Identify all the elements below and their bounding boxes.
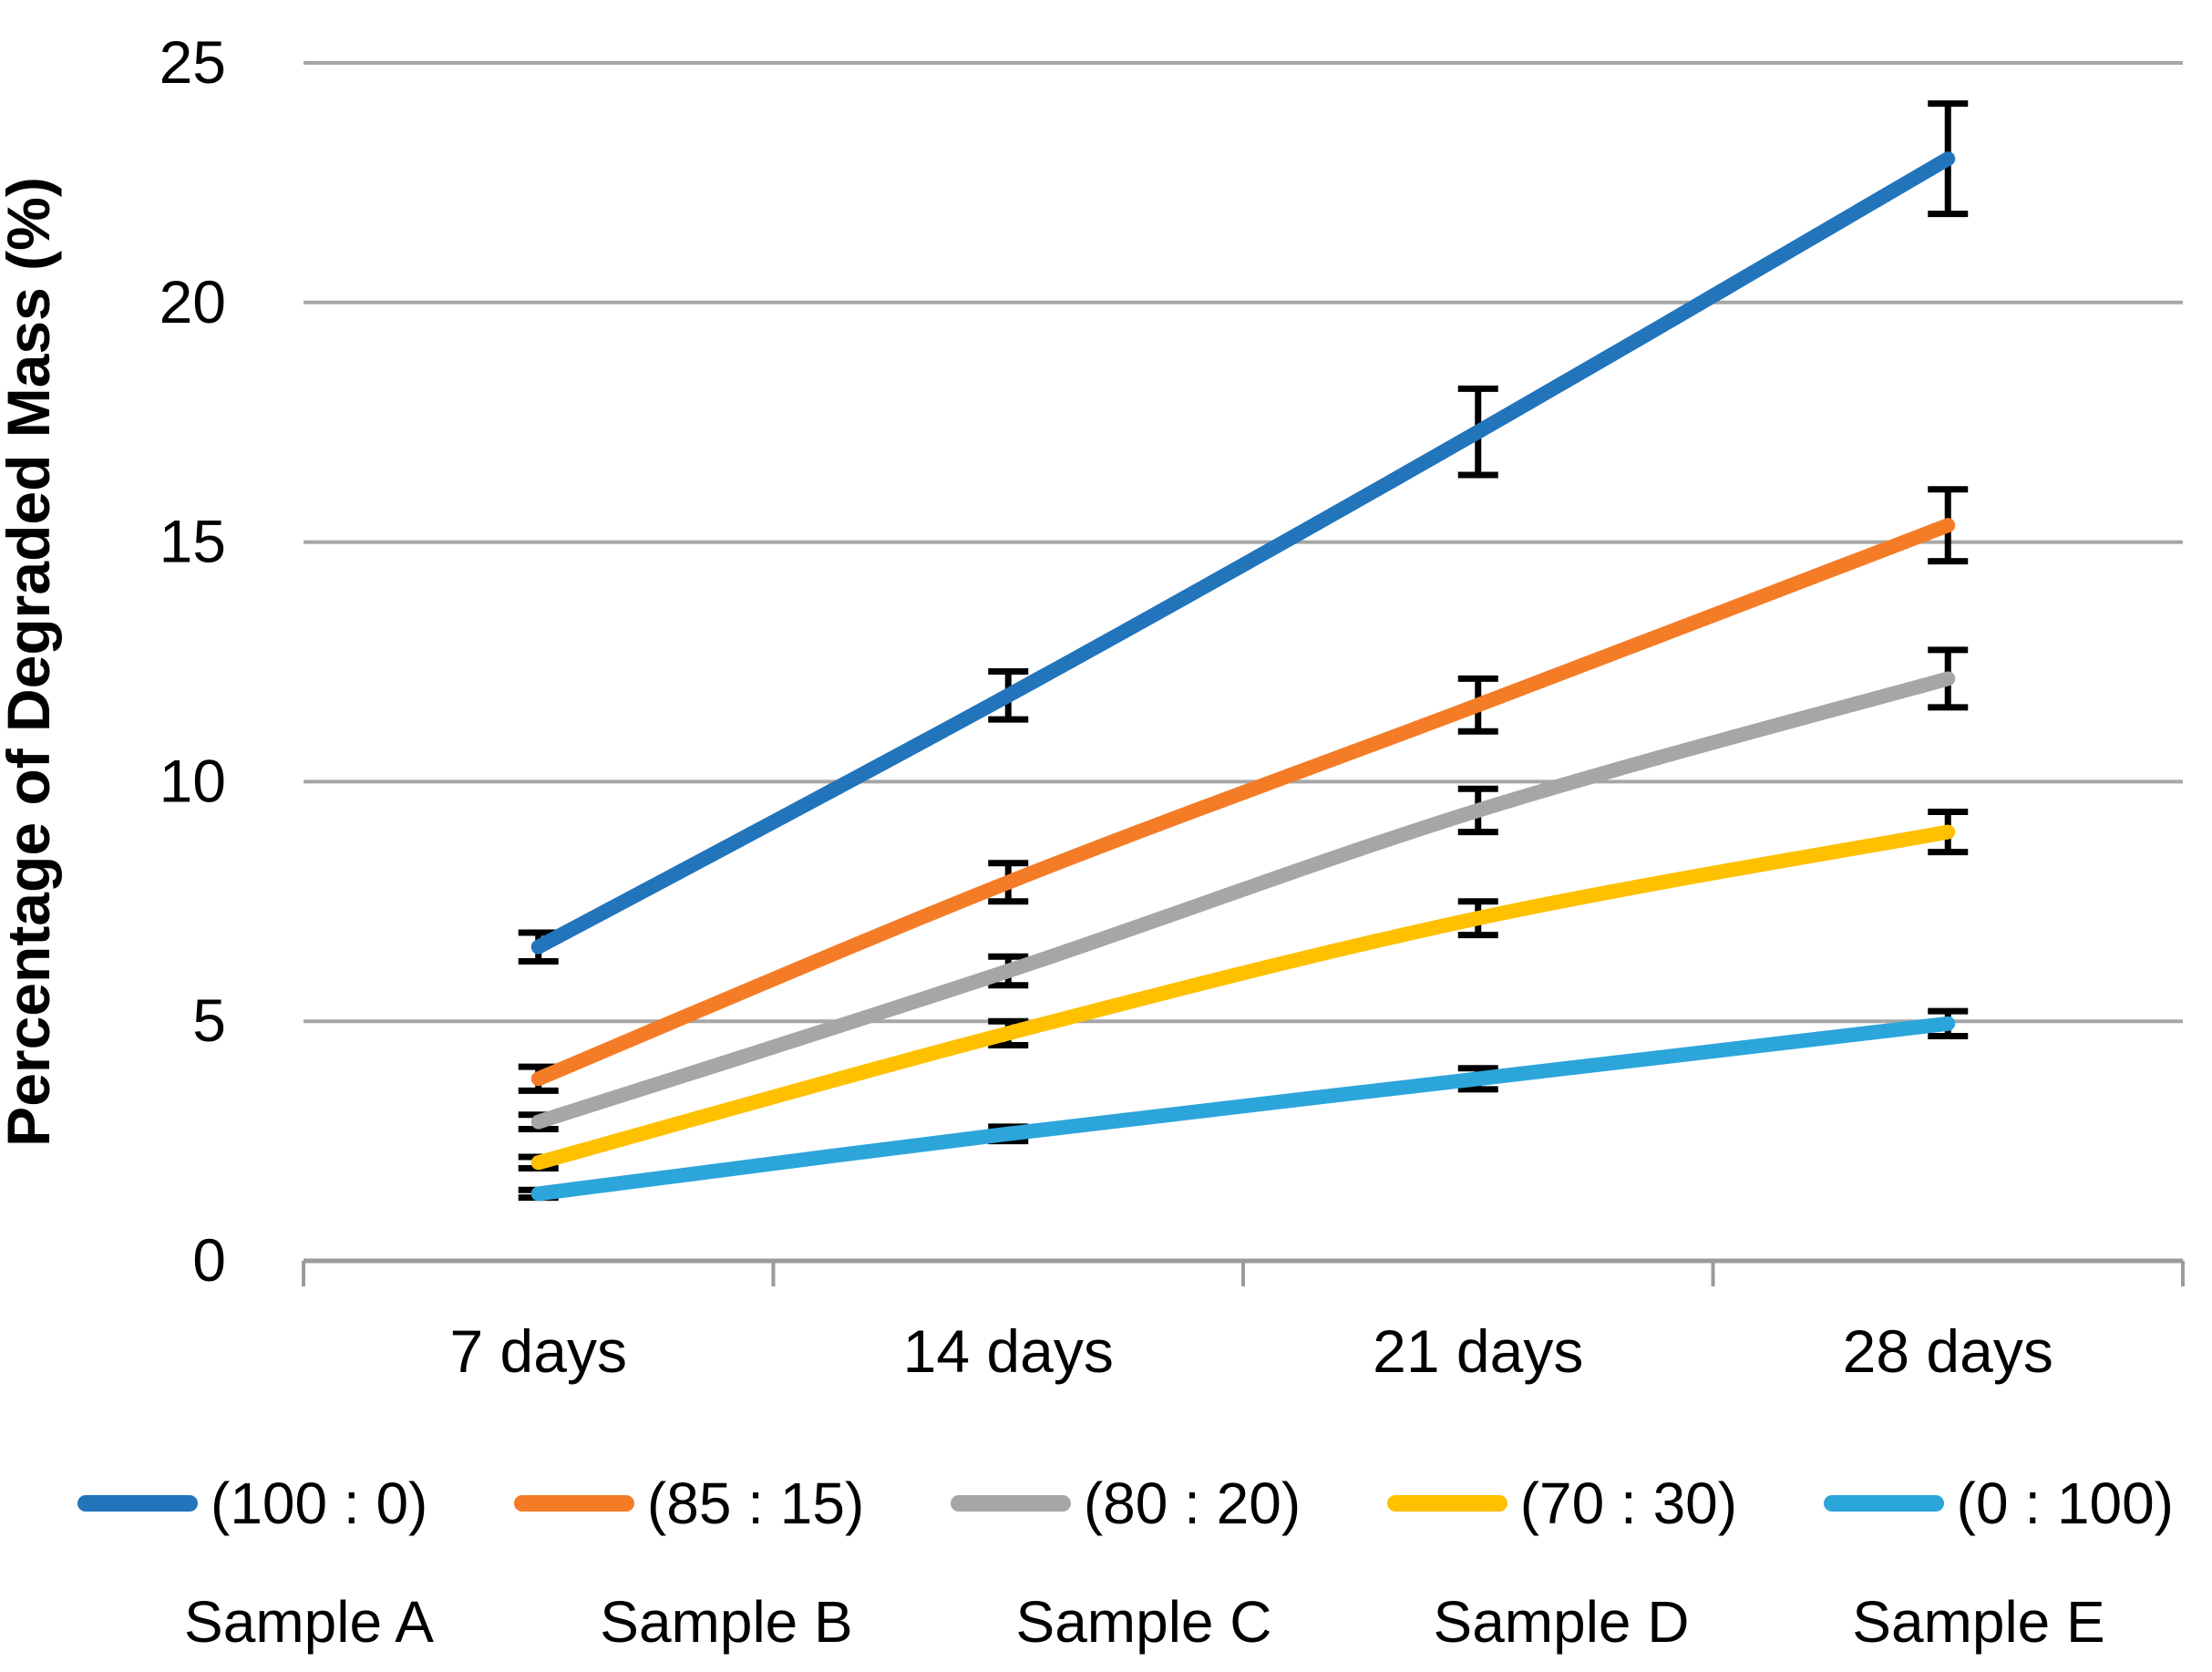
axes-group <box>302 1258 2185 1286</box>
legend-line-swatch <box>1823 1495 1944 1512</box>
series-lines-group <box>530 151 1956 1202</box>
legend-ratio-label: (0 : 100) <box>1956 1471 2174 1536</box>
legend-item: (80 : 20) <box>950 1470 1301 1537</box>
y-axis-title: Percentage of Degraded Mass (%) <box>0 177 62 1147</box>
legend-ratio-label: (80 : 20) <box>1083 1471 1301 1536</box>
legend-item: (85 : 15) <box>513 1470 865 1537</box>
series-line-sample-d <box>530 824 1956 1171</box>
legend-sample-label: Sample D <box>1433 1589 1690 1655</box>
y-tick-label-5: 5 <box>192 986 226 1054</box>
legend-sample-names: Sample A Sample B Sample C Sample D Sample E <box>100 1588 2187 1656</box>
legend-line-swatch <box>77 1495 198 1512</box>
legend-sample-label: Sample E <box>1852 1589 2105 1655</box>
legend-sample-label: Sample B <box>600 1589 853 1655</box>
legend-item: (0 : 100) <box>1823 1470 2174 1537</box>
x-axis-label: 14 days <box>903 1317 1114 1385</box>
legend-ratio-label: (100 : 0) <box>211 1471 428 1536</box>
legend: (100 : 0) (85 : 15) (80 : 20) (70 : 30) (0 :… <box>77 1470 2174 1537</box>
y-tick-label-25: 25 <box>159 28 226 96</box>
y-tick-label-20: 20 <box>159 268 226 335</box>
x-axis-label: 21 days <box>1373 1317 1583 1385</box>
y-tick-label-0: 0 <box>192 1226 226 1294</box>
series-line-sample-a <box>530 151 1956 955</box>
y-tick-label-15: 15 <box>159 508 226 575</box>
legend-ratio-label: (70 : 30) <box>1519 1471 1738 1536</box>
legend-item: (70 : 30) <box>1386 1470 1738 1537</box>
gridlines-group <box>304 61 2183 1024</box>
legend-sample-label: Sample A <box>184 1589 434 1655</box>
legend-ratio-label: (85 : 15) <box>646 1471 865 1536</box>
legend-sample-label: Sample C <box>1015 1589 1272 1655</box>
x-axis-label: 28 days <box>1843 1317 2053 1385</box>
series-line-sample-c <box>530 671 1956 1130</box>
y-tick-labels-group: 0 5 10 15 20 25 <box>159 28 226 1294</box>
legend-line-swatch <box>950 1495 1071 1512</box>
x-axis-labels-group: 7 days 14 days 21 days 28 days <box>450 1317 2053 1385</box>
legend-line-swatch <box>513 1495 634 1512</box>
x-axis-label: 7 days <box>450 1317 627 1385</box>
legend-item: (100 : 0) <box>77 1470 427 1537</box>
legend-line-swatch <box>1386 1495 1507 1512</box>
series-line-sample-e <box>530 1016 1956 1202</box>
series-line-sample-b <box>530 518 1956 1087</box>
y-tick-label-10: 10 <box>159 747 226 814</box>
